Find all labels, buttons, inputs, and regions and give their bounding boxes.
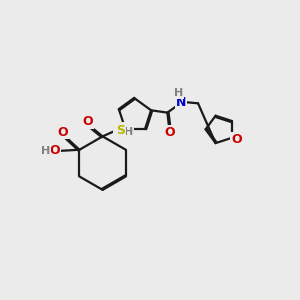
Text: H: H xyxy=(124,127,133,137)
Text: O: O xyxy=(82,115,93,128)
Text: O: O xyxy=(58,126,68,139)
Text: N: N xyxy=(176,96,187,109)
Text: S: S xyxy=(116,124,125,137)
Text: O: O xyxy=(164,126,175,139)
Text: N: N xyxy=(114,122,124,135)
Text: H: H xyxy=(174,88,183,98)
Text: O: O xyxy=(231,133,242,146)
Text: H: H xyxy=(41,146,51,156)
Text: O: O xyxy=(50,144,60,158)
